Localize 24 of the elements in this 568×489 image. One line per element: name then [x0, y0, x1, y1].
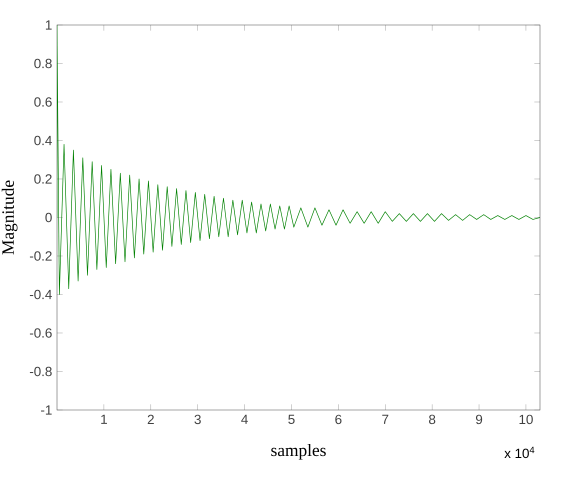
x-tick-label: 10: [520, 414, 533, 424]
x-tick-label: 4: [241, 414, 248, 424]
y-tick-label: 1: [46, 20, 52, 30]
x-tick-label: 3: [194, 414, 201, 424]
y-tick-label: 0.4: [34, 136, 52, 146]
y-tick-label: 0.2: [34, 174, 52, 184]
y-tick-label: -0.8: [30, 366, 52, 376]
y-tick-label: -0.6: [30, 328, 52, 338]
x-axis-title: samples: [271, 444, 326, 460]
x-tick-label: 6: [335, 414, 342, 424]
x-tick-label: 8: [429, 414, 436, 424]
y-tick-label: -0.2: [30, 251, 52, 261]
y-tick-label: 0.6: [34, 97, 52, 107]
y-tick-label: 0: [45, 212, 52, 222]
text: x 10$^{4}$: [504, 446, 534, 458]
y-tick-label: -0.4: [30, 290, 52, 300]
x-tick-label: 5: [288, 414, 295, 424]
x-tick-label: 9: [476, 414, 482, 424]
y-tick-label: 0.8: [34, 58, 52, 68]
y-tick-label: -1: [41, 405, 52, 415]
y-axis-title: Magnitude: [2, 180, 18, 255]
x-tick-label: 7: [382, 414, 388, 424]
x-tick-label: 1: [101, 414, 107, 424]
x-tick-label: 2: [148, 414, 154, 424]
